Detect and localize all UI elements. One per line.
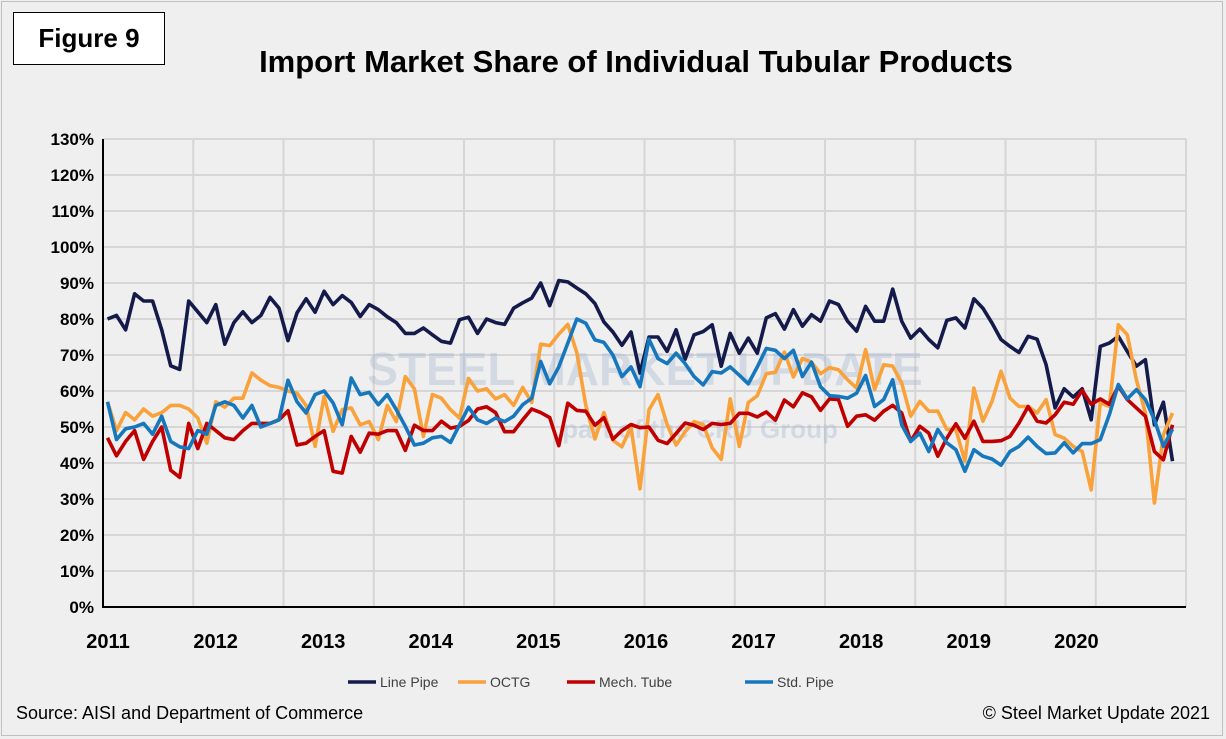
- y-tick-label: 120%: [51, 166, 94, 185]
- x-tick-label: 2013: [301, 631, 346, 653]
- legend-label: Mech. Tube: [599, 674, 672, 690]
- y-tick-label: 30%: [60, 490, 94, 509]
- y-tick-label: 80%: [60, 310, 94, 329]
- x-tick-label: 2018: [839, 631, 884, 653]
- legend-label: OCTG: [490, 674, 530, 690]
- chart-title: Import Market Share of Individual Tubula…: [259, 44, 1013, 79]
- figure-label: Figure 9: [13, 12, 165, 65]
- y-tick-label: 50%: [60, 418, 94, 437]
- series-line-std-pipe: [105, 317, 1175, 474]
- y-tick-label: 100%: [51, 238, 94, 257]
- y-tick-label: 10%: [60, 562, 94, 581]
- y-tick-label: 90%: [60, 274, 94, 293]
- y-tick-label: 130%: [51, 130, 94, 149]
- x-tick-label: 2015: [516, 631, 561, 653]
- x-tick-label: 2011: [86, 631, 129, 653]
- y-tick-label: 70%: [60, 346, 94, 365]
- series-line-line-pipe: [106, 278, 1175, 462]
- x-tick-label: 2014: [409, 631, 454, 653]
- legend-label: Line Pipe: [380, 674, 439, 690]
- x-tick-label: 2019: [947, 631, 992, 653]
- y-tick-label: 40%: [60, 454, 94, 473]
- y-tick-label: 60%: [60, 382, 94, 401]
- x-tick-label: 2016: [624, 631, 669, 653]
- x-tick-label: 2012: [193, 631, 238, 653]
- source-note: Source: AISI and Department of Commerce: [16, 703, 364, 723]
- x-tick-label: 2020: [1054, 631, 1099, 653]
- copyright-note: © Steel Market Update 2021: [982, 703, 1210, 723]
- x-tick-label: 2017: [731, 631, 776, 653]
- legend-label: Std. Pipe: [777, 674, 834, 690]
- y-tick-label: 110%: [51, 202, 94, 221]
- series-line-mech-tube: [105, 384, 1175, 480]
- y-tick-label: 20%: [60, 526, 94, 545]
- y-tick-label: 0%: [69, 598, 94, 617]
